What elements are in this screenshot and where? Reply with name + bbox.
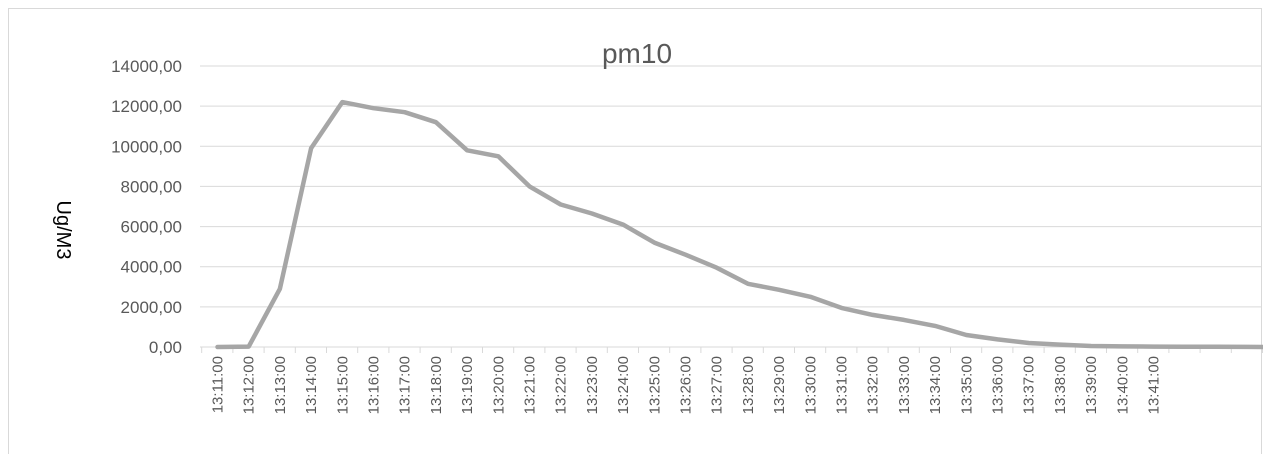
y-axis-ticks: 0,00 2000,00 4000,00 6000,00 8000,00 10000,00… xyxy=(111,57,182,357)
x-tick-label: 13:14:00 xyxy=(303,356,320,414)
x-tick-label: 13:11:00 xyxy=(210,356,227,413)
x-tick-label: 13:13:00 xyxy=(272,356,289,414)
x-tick-label: 13:26:00 xyxy=(678,356,695,414)
x-tick-label: 13:15:00 xyxy=(334,356,351,414)
x-tick-label: 13:23:00 xyxy=(584,356,601,414)
y-axis-label: Ug/M3 xyxy=(52,201,74,260)
x-tick-label: 13:33:00 xyxy=(896,356,913,414)
x-tick-label: 13:36:00 xyxy=(990,356,1007,414)
y-tick-label: 8000,00 xyxy=(121,177,182,196)
x-tick-label: 13:32:00 xyxy=(865,356,882,414)
x-tick-label: 13:16:00 xyxy=(366,356,383,414)
y-tick-label: 10000,00 xyxy=(111,137,182,156)
series-line xyxy=(215,99,1263,350)
chart-title: pm10 xyxy=(602,38,672,69)
x-tick-label: 13:21:00 xyxy=(522,356,539,414)
x-tick-label: 13:38:00 xyxy=(1052,356,1069,414)
x-tick-label: 13:20:00 xyxy=(490,356,507,414)
chart-area xyxy=(8,8,1262,454)
x-tick-label: 13:27:00 xyxy=(709,356,726,414)
x-tick-label: 13:22:00 xyxy=(553,356,570,414)
series-group xyxy=(215,99,1263,350)
x-tick-label: 13:25:00 xyxy=(646,356,663,414)
y-tick-label: 0,00 xyxy=(149,338,182,357)
x-tick-label: 13:18:00 xyxy=(428,356,445,414)
x-tick-label: 13:19:00 xyxy=(459,356,476,414)
x-tick-label: 13:31:00 xyxy=(834,356,851,414)
x-tick-label: 13:37:00 xyxy=(1021,356,1038,414)
y-tick-label: 6000,00 xyxy=(121,218,182,237)
x-tick-label: 13:17:00 xyxy=(397,356,414,414)
x-tick-label: 13:12:00 xyxy=(241,356,258,414)
x-tick-label: 13:28:00 xyxy=(740,356,757,414)
x-tick-label: 13:29:00 xyxy=(771,356,788,414)
x-tick-label: 13:35:00 xyxy=(958,356,975,414)
x-tick-label: 13:34:00 xyxy=(927,356,944,414)
x-tick-label: 13:40:00 xyxy=(1114,356,1131,414)
x-tick-label: 13:30:00 xyxy=(802,356,819,414)
y-tick-label: 12000,00 xyxy=(111,97,182,116)
y-tick-label: 14000,00 xyxy=(111,57,182,76)
y-tick-label: 2000,00 xyxy=(121,298,182,317)
x-axis-ticks: 13:11:00 13:12:00 13:13:00 13:14:00 13:15:00… xyxy=(201,347,1263,414)
x-tick-label: 13:41:00 xyxy=(1146,356,1163,414)
y-tick-label: 4000,00 xyxy=(121,258,182,277)
gridlines xyxy=(200,65,1262,308)
x-tick-label: 13:39:00 xyxy=(1083,356,1100,414)
x-tick-label: 13:24:00 xyxy=(615,356,632,414)
